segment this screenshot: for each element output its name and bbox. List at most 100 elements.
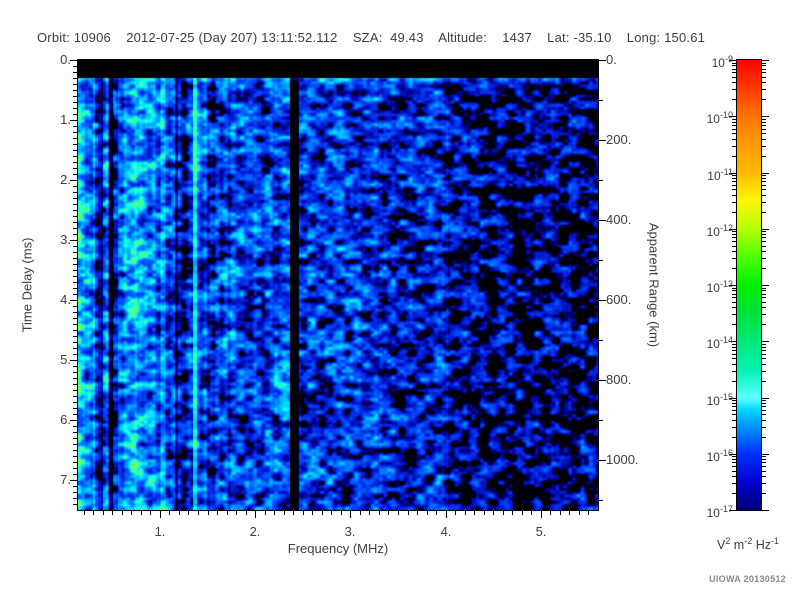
tick-mark xyxy=(732,344,736,345)
tick-label: 5. xyxy=(535,524,547,539)
tick-mark xyxy=(732,129,736,130)
tick-label: 10-12 xyxy=(706,223,733,239)
tick-mark xyxy=(73,174,77,175)
tick-mark xyxy=(732,181,736,182)
tick-mark xyxy=(73,162,77,163)
tick-mark xyxy=(732,175,736,176)
tick-mark xyxy=(762,251,766,252)
watermark: UIOWA 20130512 xyxy=(709,574,786,584)
tick-mark xyxy=(732,427,736,428)
tick-mark xyxy=(73,216,77,217)
tick-mark xyxy=(732,212,736,213)
tick-mark xyxy=(732,89,736,90)
tick-mark xyxy=(732,456,736,457)
tick-mark xyxy=(73,354,77,355)
tick-mark xyxy=(762,129,766,130)
tick-mark xyxy=(73,276,77,277)
tick-mark xyxy=(73,114,77,115)
tick-mark xyxy=(255,511,256,518)
tick-mark xyxy=(408,511,409,515)
tick-mark xyxy=(762,116,769,117)
tick-mark xyxy=(150,511,151,515)
tick-mark xyxy=(73,90,77,91)
tick-mark xyxy=(73,198,77,199)
tick-mark xyxy=(73,270,77,271)
tick-mark xyxy=(762,185,766,186)
tick-mark xyxy=(732,234,736,235)
tick-mark xyxy=(732,371,736,372)
plot-frame xyxy=(77,59,599,511)
tick-mark xyxy=(73,402,77,403)
tick-label: 6. xyxy=(60,412,71,427)
tick-mark xyxy=(762,181,766,182)
tick-mark xyxy=(73,144,77,145)
tick-mark xyxy=(732,297,736,298)
tick-mark xyxy=(73,474,77,475)
tick-mark xyxy=(732,202,736,203)
tick-mark xyxy=(732,410,736,411)
tick-mark xyxy=(73,288,77,289)
tick-mark xyxy=(732,125,736,126)
tick-mark xyxy=(599,340,603,341)
tick-mark xyxy=(73,450,77,451)
tick-mark xyxy=(341,511,342,515)
tick-mark xyxy=(762,471,766,472)
tick-label: 2. xyxy=(249,524,261,539)
tick-mark xyxy=(73,408,77,409)
tick-mark xyxy=(599,100,603,101)
tick-mark xyxy=(73,330,77,331)
tick-mark xyxy=(599,380,606,381)
tick-mark xyxy=(729,341,736,342)
tick-mark xyxy=(729,285,736,286)
tick-mark xyxy=(599,180,603,181)
tick-mark xyxy=(762,476,766,477)
tick-mark xyxy=(73,234,77,235)
tick-mark xyxy=(762,60,769,61)
tick-mark xyxy=(732,459,736,460)
tick-mark xyxy=(762,246,766,247)
tick-mark xyxy=(70,180,77,181)
tick-mark xyxy=(73,498,77,499)
tick-label: 3. xyxy=(60,232,71,247)
tick-mark xyxy=(73,222,77,223)
tick-mark xyxy=(73,168,77,169)
tick-mark xyxy=(732,63,736,64)
tick-mark xyxy=(599,220,606,221)
tick-mark xyxy=(762,231,766,232)
tick-mark xyxy=(84,511,85,515)
tick-mark xyxy=(73,492,77,493)
tick-mark xyxy=(73,246,77,247)
tick-mark xyxy=(762,294,766,295)
tick-mark xyxy=(73,192,77,193)
tick-mark xyxy=(762,139,766,140)
tick-mark xyxy=(73,306,77,307)
tick-mark xyxy=(599,420,603,421)
tick-mark xyxy=(732,466,736,467)
tick-mark xyxy=(265,511,266,515)
tick-mark xyxy=(599,260,603,261)
tick-mark xyxy=(73,486,77,487)
tick-mark xyxy=(312,511,313,515)
tick-mark xyxy=(493,511,494,515)
tick-mark xyxy=(73,66,77,67)
tick-mark xyxy=(227,511,228,515)
tick-mark xyxy=(208,511,209,515)
tick-mark xyxy=(762,119,766,120)
tick-mark xyxy=(762,178,766,179)
tick-mark xyxy=(274,511,275,515)
tick-mark xyxy=(73,138,77,139)
colorbar-gradient xyxy=(737,60,761,510)
tick-mark xyxy=(762,400,766,401)
tick-mark xyxy=(73,72,77,73)
tick-label: 400. xyxy=(606,212,632,227)
tick-mark xyxy=(73,396,77,397)
tick-mark xyxy=(732,414,736,415)
tick-mark xyxy=(360,511,361,515)
tick-label: 4. xyxy=(60,292,71,307)
tick-mark xyxy=(70,120,77,121)
tick-mark xyxy=(73,462,77,463)
tick-mark xyxy=(73,438,77,439)
tick-mark xyxy=(762,403,766,404)
tick-mark xyxy=(762,72,766,73)
tick-mark xyxy=(732,69,736,70)
